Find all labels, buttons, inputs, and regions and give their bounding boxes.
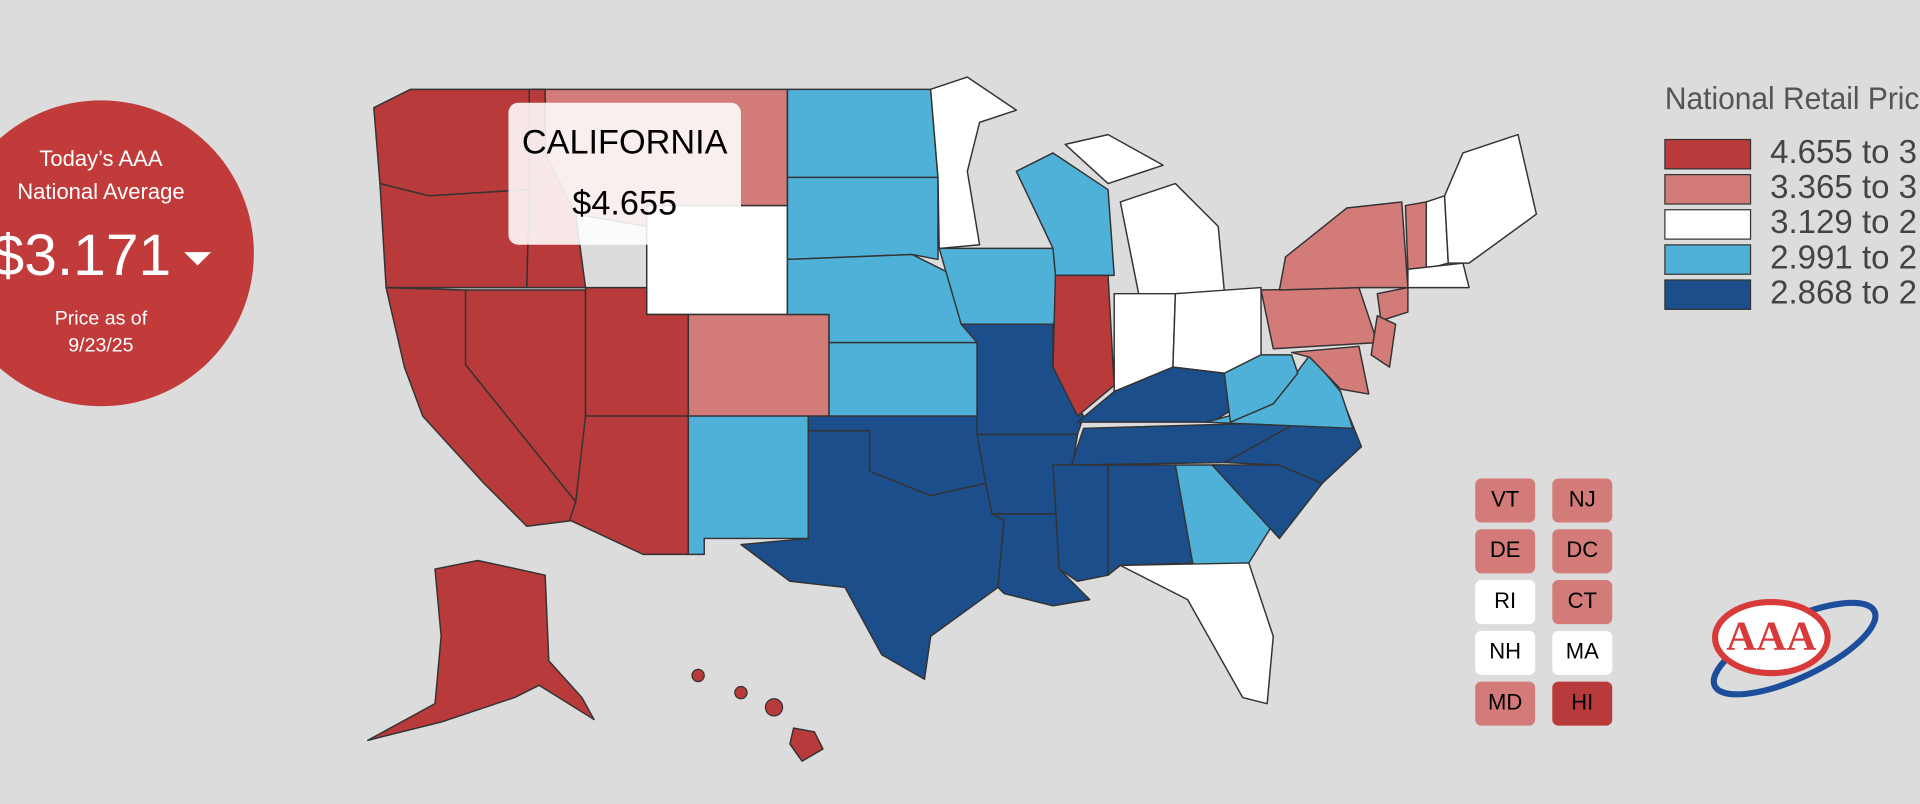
state[interactable] [1119, 182, 1226, 295]
legend-swatch [1664, 279, 1752, 310]
state[interactable] [1376, 286, 1409, 322]
small-state-label: MA [1566, 639, 1599, 664]
small-states: VT NJ DE DC RI CT NH MA MD HI [1475, 478, 1613, 726]
badge-heading: National Average [17, 179, 184, 204]
legend-label: 4.655 to 3. [1770, 134, 1920, 171]
state[interactable] [764, 698, 784, 717]
state[interactable] [687, 415, 809, 556]
badge-heading: Today’s AAA [39, 146, 163, 171]
small-state-label: VT [1491, 486, 1519, 511]
small-state-label: DE [1490, 537, 1521, 562]
small-state-label: RI [1494, 588, 1516, 613]
legend-swatch [1664, 209, 1752, 240]
small-state-label: HI [1571, 689, 1593, 714]
small-state-box[interactable] [1552, 529, 1613, 574]
state[interactable] [568, 415, 690, 556]
legend-label: 2.868 to 2. [1770, 274, 1920, 311]
state[interactable] [1370, 314, 1397, 368]
legend-swatch [1664, 174, 1752, 205]
state[interactable] [1443, 133, 1538, 264]
state[interactable] [691, 668, 705, 683]
state[interactable] [1119, 562, 1275, 705]
small-state-label: DC [1566, 537, 1598, 562]
legend-label: 3.365 to 3. [1770, 169, 1920, 206]
small-state-label: NH [1489, 639, 1521, 664]
small-state-box[interactable] [1552, 630, 1613, 675]
small-state-box[interactable] [1552, 580, 1613, 625]
tooltip-price: $4.655 [572, 185, 677, 223]
logo-text: AAA [1726, 613, 1816, 659]
small-state-box[interactable] [1552, 681, 1613, 726]
legend-label: 3.129 to 2. [1770, 204, 1920, 241]
state[interactable] [734, 685, 748, 700]
badge-date: 9/23/25 [68, 334, 133, 356]
small-state-box[interactable] [1475, 630, 1536, 675]
state[interactable] [1015, 152, 1115, 277]
tooltip-state: CALIFORNIA [522, 123, 728, 161]
small-state-box[interactable] [1475, 580, 1536, 625]
state[interactable] [740, 430, 1005, 680]
state[interactable] [786, 88, 939, 179]
small-state-box[interactable] [1475, 681, 1536, 726]
state[interactable] [1407, 262, 1470, 289]
legend-swatch [1664, 244, 1752, 275]
state[interactable] [1064, 133, 1164, 185]
state[interactable] [1260, 286, 1379, 350]
trend-arrow [184, 252, 212, 266]
state[interactable] [379, 182, 530, 289]
badge-price: $3.171 [0, 223, 171, 288]
badge-date-label: Price as of [55, 308, 148, 330]
small-state-label: NJ [1569, 486, 1596, 511]
logo-oval [1711, 599, 1831, 677]
aaa-logo: AAA [1710, 599, 1879, 698]
small-state-label: MD [1488, 689, 1522, 714]
state[interactable] [1404, 201, 1427, 270]
state[interactable] [1223, 354, 1299, 423]
state[interactable] [1172, 286, 1262, 374]
state[interactable] [1278, 201, 1409, 291]
state[interactable] [786, 176, 939, 261]
state[interactable] [938, 247, 1073, 326]
state[interactable] [687, 313, 830, 417]
state[interactable] [1290, 345, 1370, 395]
legend-title: National Retail Pric [1665, 80, 1920, 116]
small-state-box[interactable] [1475, 478, 1536, 523]
state[interactable] [1052, 464, 1109, 583]
small-state-box[interactable] [1552, 478, 1613, 523]
tooltip [508, 102, 741, 245]
small-state-box[interactable] [1475, 529, 1536, 574]
legend-swatch [1664, 138, 1752, 170]
state[interactable] [828, 341, 978, 417]
average-badge [0, 100, 254, 407]
state[interactable] [789, 727, 824, 762]
legend-label: 2.991 to 2. [1770, 239, 1920, 276]
state[interactable] [1052, 274, 1115, 417]
legend: 4.655 to 3.3.365 to 3.3.129 to 2.2.991 t… [1664, 134, 1920, 311]
state[interactable] [929, 76, 1018, 250]
state[interactable] [366, 559, 595, 742]
small-state-label: CT [1568, 588, 1597, 613]
